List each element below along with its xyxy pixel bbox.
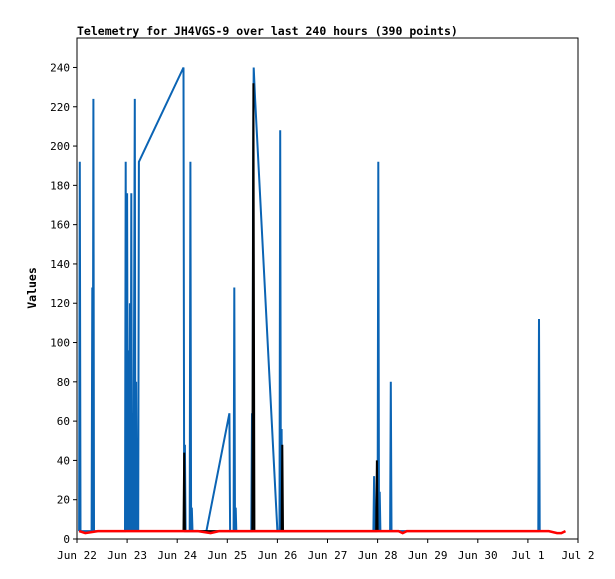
y-tick-label: 240: [50, 61, 70, 74]
plot-frame: [76, 37, 579, 540]
x-tick-label: Jun 26: [258, 549, 298, 562]
y-tick-label: 140: [50, 258, 70, 271]
y-axis: 0 20 40 60 80 100 120 140 160 180 200 220 240: [50, 61, 77, 546]
y-tick-label: 40: [57, 454, 70, 467]
y-tick-label: 220: [50, 101, 70, 114]
x-tick-label: Jun 28: [358, 549, 398, 562]
x-tick-label: Jun 23: [107, 549, 147, 562]
series-line-0: [78, 67, 541, 533]
x-tick-label: Jul 2: [561, 549, 594, 562]
x-tick-label: Jun 27: [308, 549, 348, 562]
y-tick-label: 120: [50, 297, 70, 310]
y-tick-label: 180: [50, 179, 70, 192]
y-tick-label: 160: [50, 219, 70, 232]
x-tick-label: Jun 25: [207, 549, 247, 562]
y-tick-label: 60: [57, 415, 70, 428]
y-tick-label: 100: [50, 337, 70, 350]
x-tick-label: Jul 1: [511, 549, 544, 562]
x-tick-label: Jun 24: [157, 549, 197, 562]
y-tick-label: 20: [57, 494, 70, 507]
y-tick-label: 200: [50, 140, 70, 153]
series-group: [78, 67, 567, 535]
x-tick-label: Jun 30: [458, 549, 498, 562]
y-tick-label: 80: [57, 376, 70, 389]
series-line-2: [78, 529, 567, 535]
x-tick-label: Jun 22: [57, 549, 97, 562]
chart-title: Telemetry for JH4VGS-9 over last 240 hou…: [77, 24, 458, 38]
y-tick-label: 0: [63, 533, 70, 546]
x-axis: Jun 22 Jun 23 Jun 24 Jun 25 Jun 26 Jun 27 Jun …: [57, 539, 595, 562]
y-axis-label: Values: [25, 267, 39, 309]
x-tick-label: Jun 29: [408, 549, 448, 562]
